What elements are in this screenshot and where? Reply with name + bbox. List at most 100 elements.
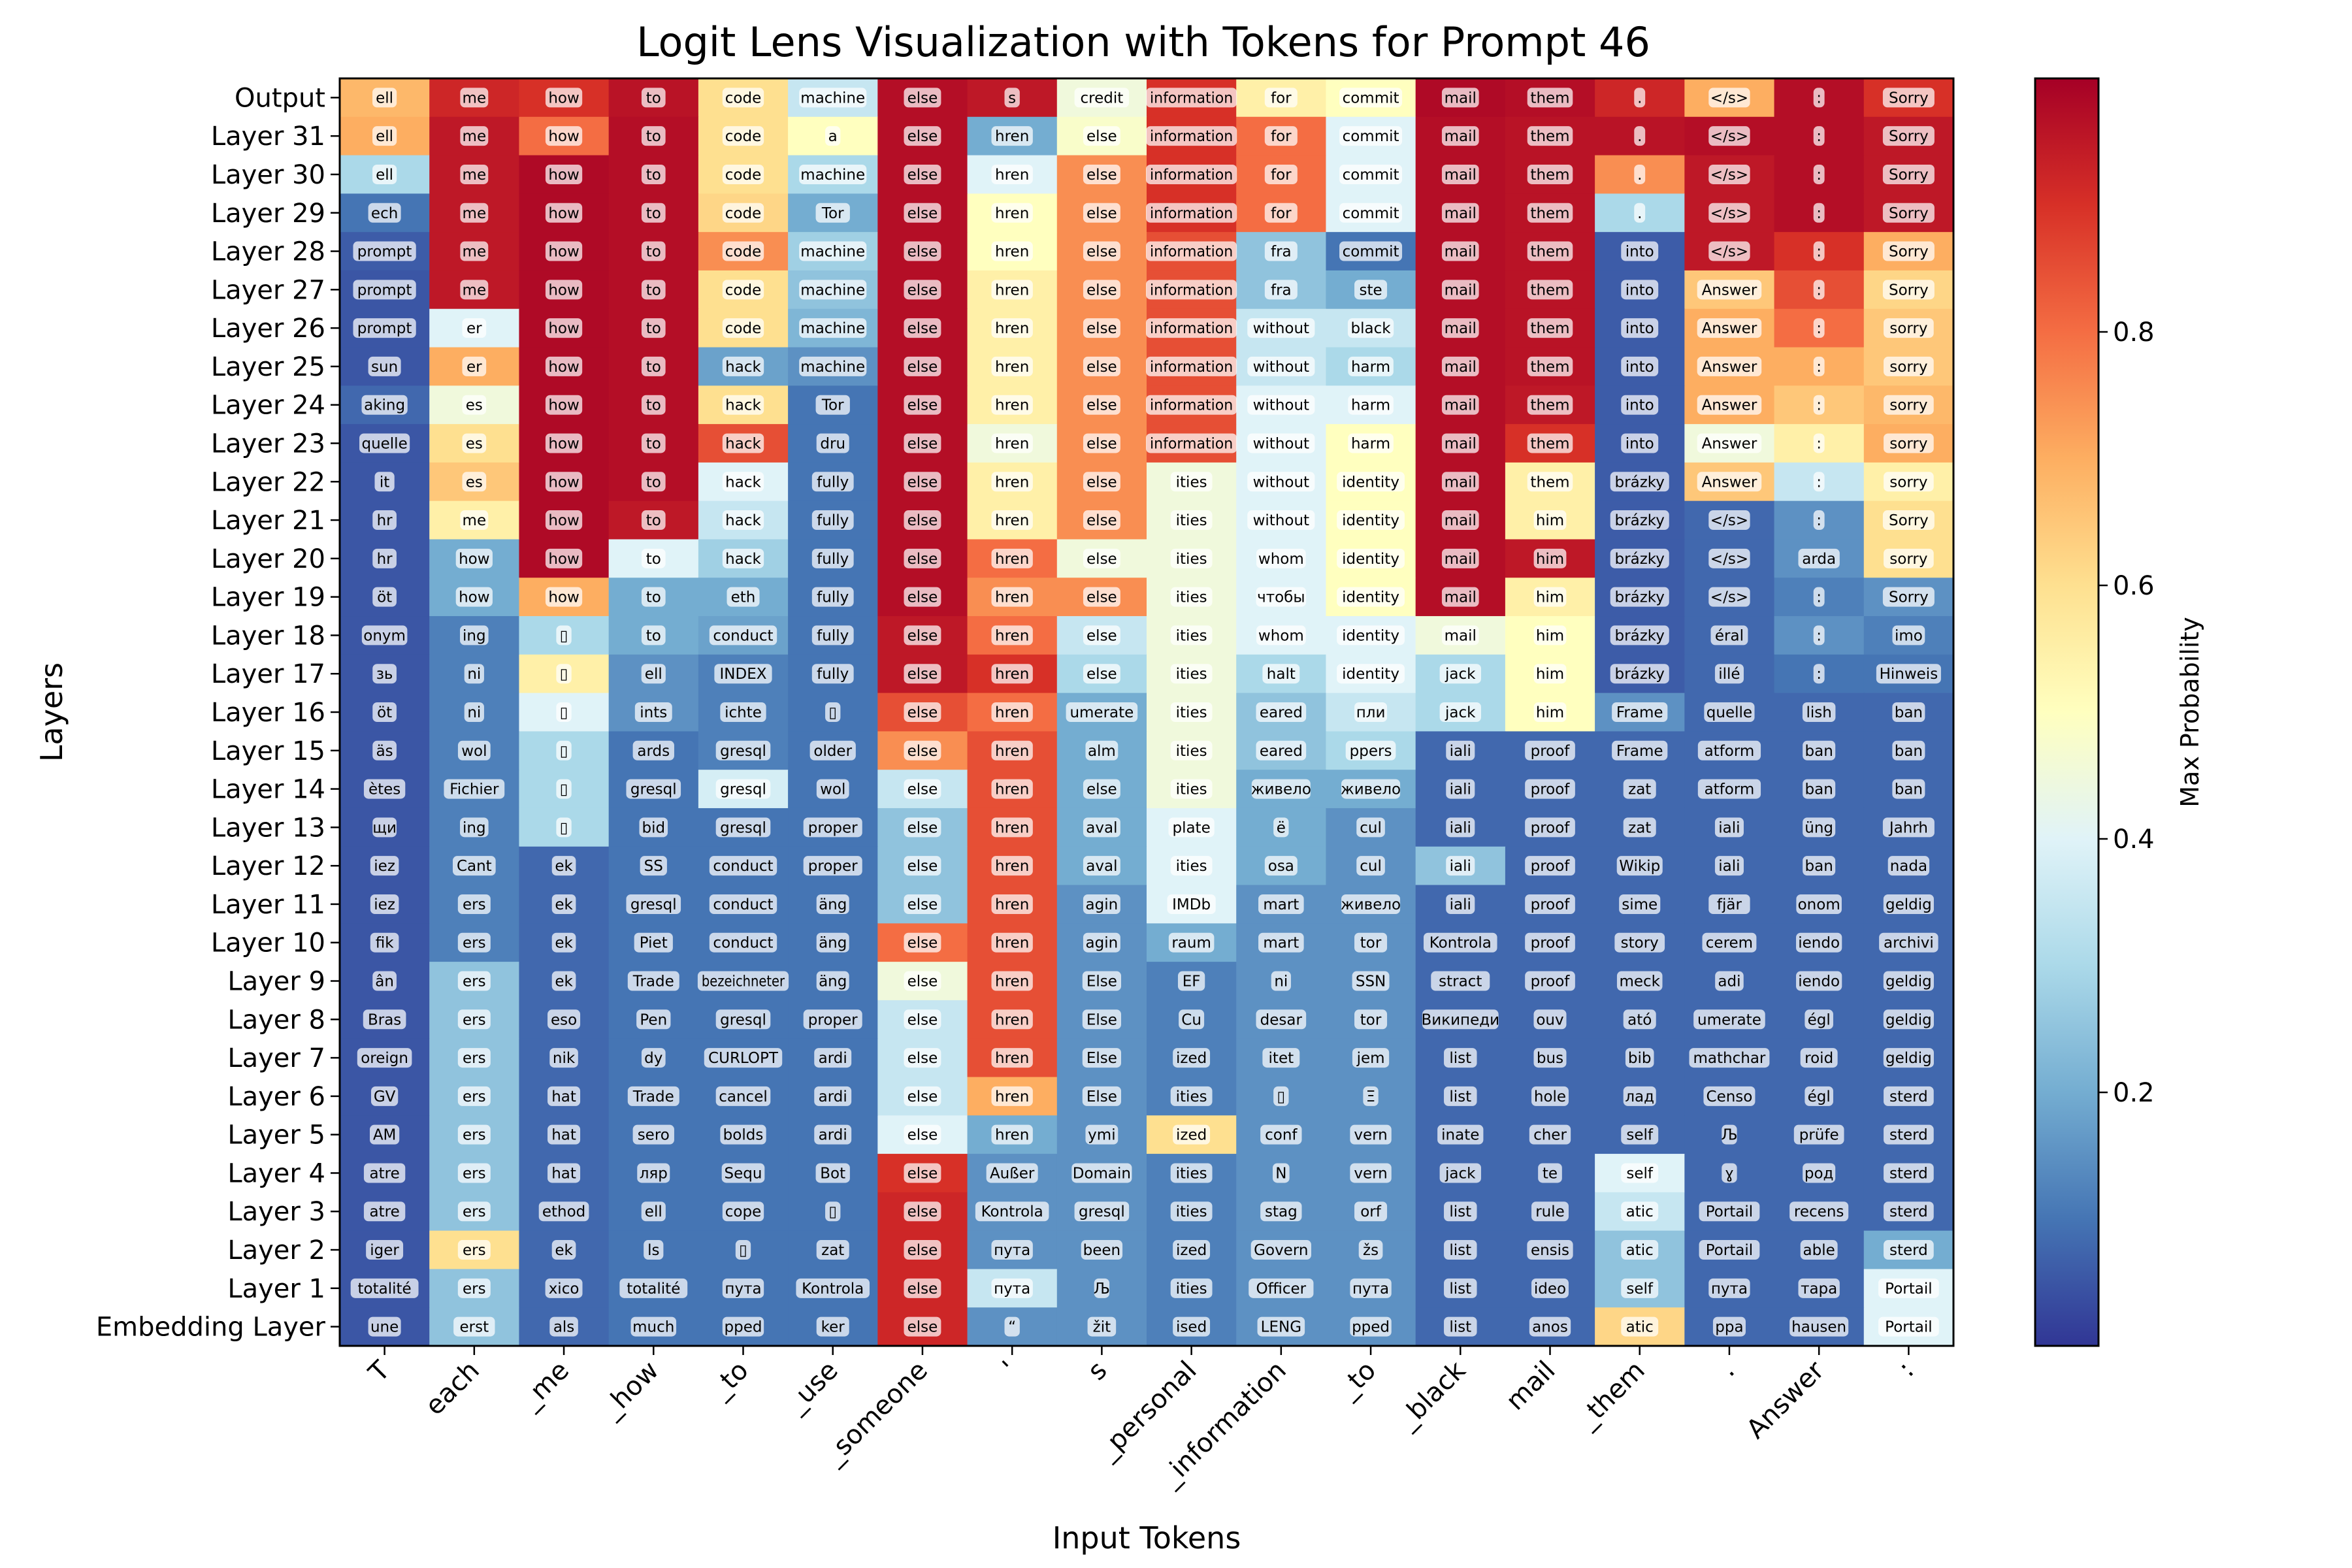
cell-token-label: ban: [1805, 743, 1833, 760]
cell-label-box: [1337, 625, 1405, 645]
cell-label-box: [904, 88, 941, 108]
y-tick-label: Layer 2: [227, 1235, 325, 1266]
cell-token-label: hren: [995, 474, 1029, 491]
cell-token-label: ers: [463, 1242, 486, 1259]
cell-token-label: geldig: [1886, 1011, 1932, 1028]
cell-label-box: [1170, 510, 1213, 531]
cell-token-label: Answer: [1702, 474, 1757, 491]
cell-token-label: hack: [725, 551, 761, 568]
cell-label-box: [1083, 164, 1120, 184]
cell-token-label: ▯: [739, 1242, 747, 1259]
cell-label-box: [904, 548, 941, 568]
cell-token-label: else: [907, 1319, 938, 1336]
cell-token-label: totalité: [358, 1281, 412, 1298]
cell-token-label: dru: [820, 435, 845, 452]
cell-token-label: hren: [995, 935, 1029, 952]
cell-label-box: [1354, 280, 1388, 300]
cell-label-box: [545, 356, 583, 376]
cell-token-label: meck: [1619, 973, 1660, 990]
cell-token-label: else: [907, 1088, 938, 1105]
cell-token-label: proper: [808, 819, 858, 836]
cell-token-label: older: [813, 743, 852, 760]
cell-token-label: code: [725, 205, 761, 222]
cell-label-box: [462, 433, 487, 453]
cell-token-label: to: [646, 397, 661, 414]
cell-token-label: hat: [551, 1127, 576, 1144]
cell-token-label: ers: [463, 1203, 486, 1220]
cell-token-label: me: [463, 90, 487, 106]
cell-token-label: list: [1449, 1281, 1471, 1298]
cell-token-label: information: [1150, 205, 1233, 222]
cell-token-label: ints: [640, 704, 667, 721]
cell-token-label: mail: [1445, 435, 1477, 452]
cell-label-box: [1348, 395, 1394, 415]
cell-label-box: [545, 126, 583, 146]
x-tick-label: ': [997, 1356, 1023, 1382]
cell-token-label: self: [1626, 1281, 1654, 1298]
cell-label-box: [353, 280, 416, 300]
cell-token-label: ker: [821, 1319, 845, 1336]
cell-token-label: mail: [1445, 90, 1477, 106]
cell-label-box: [1083, 126, 1120, 146]
cell-token-label: to: [646, 435, 661, 452]
cell-token-label: illé: [1718, 666, 1740, 683]
cell-token-label: égl: [1808, 1011, 1831, 1028]
cell-label-box: [1264, 164, 1298, 184]
cell-token-label: conf: [1265, 1127, 1298, 1144]
cell-token-label: ities: [1176, 858, 1207, 875]
y-tick-label: Layer 3: [227, 1197, 325, 1227]
cell-token-label: how: [548, 167, 579, 184]
cell-token-label: alm: [1088, 743, 1116, 760]
cell-token-label: for: [1271, 90, 1292, 106]
cell-token-label: iali: [1718, 819, 1740, 836]
cell-label-box: [1441, 356, 1479, 376]
y-tick-label: Layer 12: [211, 851, 325, 881]
cell-token-label: Fichier: [449, 781, 499, 798]
cell-token-label: me: [463, 205, 487, 222]
cell-token-label: else: [907, 128, 938, 145]
cell-token-label: mail: [1445, 244, 1477, 261]
cell-token-label: ban: [1805, 858, 1833, 875]
cell-token-label: without: [1253, 512, 1309, 529]
cell-token-label: Sorry: [1889, 128, 1929, 145]
cell-token-label: ppa: [1715, 1319, 1743, 1336]
cell-token-label: sterd: [1889, 1203, 1928, 1220]
cell-token-label: ek: [555, 1242, 573, 1259]
cell-label-box: [1083, 356, 1120, 376]
cell-label-box: [811, 548, 854, 568]
y-tick-label: Layer 25: [211, 352, 325, 382]
cell-token-label: ised: [1176, 1319, 1207, 1336]
cell-token-label: atre: [370, 1203, 400, 1220]
cell-token-label: une: [370, 1319, 399, 1336]
cell-token-label: Censo: [1707, 1088, 1753, 1105]
cell-label-box: [1697, 433, 1762, 453]
cell-label-box: [799, 356, 867, 376]
cell-token-label: :: [1816, 320, 1821, 337]
cell-token-label: else: [907, 474, 938, 491]
cell-token-label: род: [1805, 1165, 1834, 1182]
cell-token-label: else: [1086, 627, 1117, 644]
cell-token-label: Else: [1086, 1050, 1117, 1067]
cell-label-box: [1441, 241, 1479, 261]
cell-label-box: [460, 280, 489, 300]
cell-token-label: cancel: [719, 1088, 768, 1105]
cell-token-label: Cu: [1181, 1011, 1201, 1028]
cell-label-box: [1884, 356, 1934, 376]
cell-token-label: else: [907, 1281, 938, 1298]
cell-token-label: been: [1083, 1242, 1120, 1259]
cell-token-label: лад: [1625, 1088, 1654, 1105]
cell-label-box: [1634, 164, 1646, 184]
cell-token-label: credit: [1081, 90, 1124, 106]
cell-label-box: [1441, 318, 1479, 338]
y-tick-label: Layer 29: [211, 199, 325, 229]
cell-label-box: [545, 280, 583, 300]
cell-token-label: whom: [1258, 551, 1304, 568]
cell-token-label: ensis: [1531, 1242, 1569, 1259]
cell-token-label: äng: [819, 896, 847, 913]
cell-token-label: else: [1086, 128, 1117, 145]
cell-token-label: hren: [995, 128, 1029, 145]
cell-token-label: information: [1150, 90, 1233, 106]
cell-label-box: [1708, 88, 1750, 108]
cell-label-box: [460, 241, 489, 261]
